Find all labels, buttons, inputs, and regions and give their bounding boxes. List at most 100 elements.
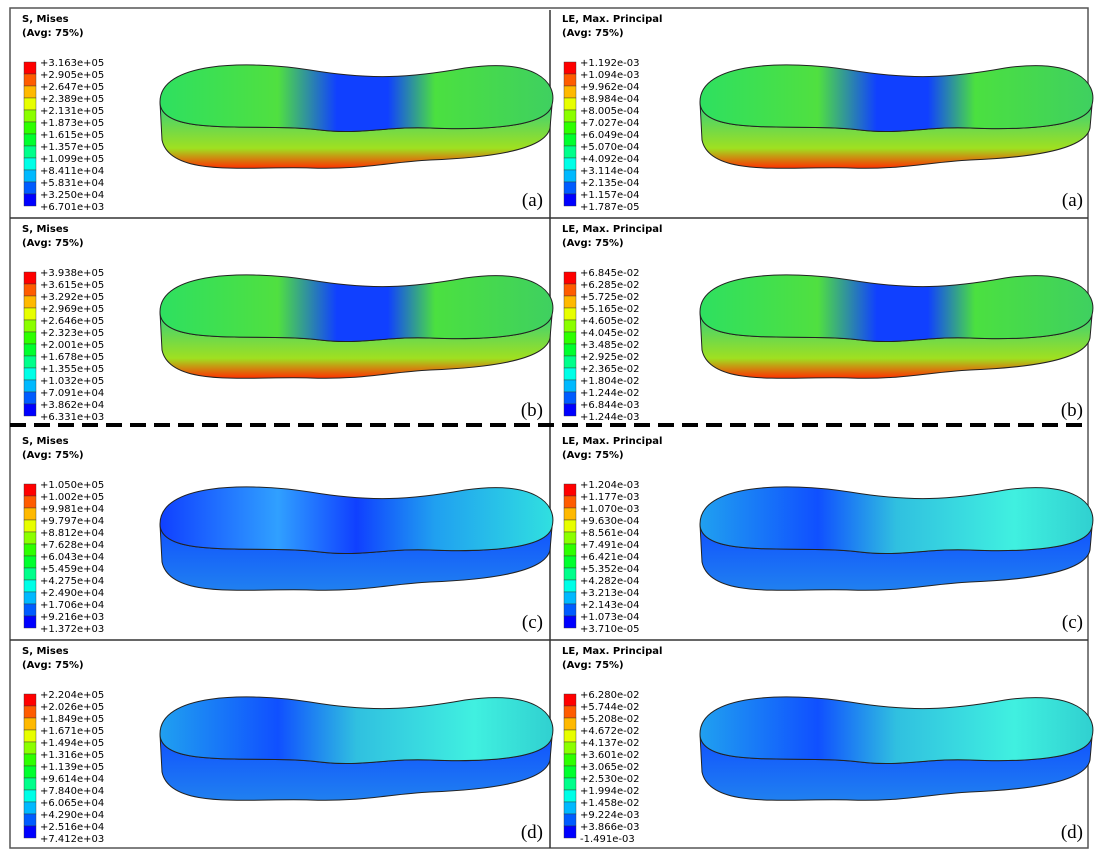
- legend-label: +3.615e+05: [40, 280, 104, 291]
- legend-label: +1.099e+05: [40, 154, 104, 165]
- legend-title: S, Mises: [22, 646, 69, 657]
- legend-label: +6.844e-03: [580, 400, 640, 411]
- color-band: [564, 368, 576, 380]
- legend-label: +1.787e-05: [580, 202, 640, 213]
- legend-label: +5.725e-02: [580, 292, 640, 303]
- legend-label: +1.706e+04: [40, 600, 104, 611]
- color-band: [24, 284, 36, 296]
- color-band: [564, 110, 576, 122]
- panel-tag: (c): [522, 612, 543, 633]
- legend-label: +2.530e-02: [580, 774, 640, 785]
- legend-label: +3.292e+05: [40, 292, 104, 303]
- legend-label: +5.459e+04: [40, 564, 104, 575]
- legend-label: +2.135e-04: [580, 178, 640, 189]
- legend-label: +5.070e-04: [580, 142, 640, 153]
- color-band: [564, 802, 576, 814]
- legend-label: +2.646e+05: [40, 316, 104, 327]
- sole-top: [700, 275, 1093, 342]
- legend-label: +1.316e+05: [40, 750, 104, 761]
- color-band: [24, 694, 36, 706]
- color-band: [564, 580, 576, 592]
- legend-label: +7.412e+03: [40, 834, 104, 845]
- color-band: [564, 484, 576, 496]
- color-band: [564, 790, 576, 802]
- color-band: [564, 170, 576, 182]
- legend-title: S, Mises: [22, 14, 69, 25]
- panel-tag: (a): [1062, 190, 1083, 211]
- legend-label: +1.804e-02: [580, 376, 640, 387]
- legend-label: +9.630e-04: [580, 516, 640, 527]
- legend-label: +1.002e+05: [40, 492, 104, 503]
- color-band: [24, 544, 36, 556]
- legend-label: +1.849e+05: [40, 714, 104, 725]
- legend-label: +6.701e+03: [40, 202, 104, 213]
- color-band: [564, 826, 576, 838]
- color-band: [564, 730, 576, 742]
- color-band: [24, 778, 36, 790]
- color-band: [24, 404, 36, 416]
- legend-label: +1.032e+05: [40, 376, 104, 387]
- legend-label: +5.208e-02: [580, 714, 640, 725]
- legend-label: +1.372e+03: [40, 624, 104, 635]
- color-band: [564, 556, 576, 568]
- legend-label: +9.981e+04: [40, 504, 104, 515]
- color-band: [564, 284, 576, 296]
- legend-label: +6.049e-04: [580, 130, 640, 141]
- color-band: [24, 814, 36, 826]
- legend-label: +4.672e-02: [580, 726, 640, 737]
- color-band: [24, 706, 36, 718]
- legend-label: +1.678e+05: [40, 352, 104, 363]
- legend-label: +3.601e-02: [580, 750, 640, 761]
- panel: S, Mises(Avg: 75%)+2.204e+05+2.026e+05+1…: [22, 646, 553, 845]
- color-band: [24, 158, 36, 170]
- legend-label: +2.389e+05: [40, 94, 104, 105]
- legend-label: +7.027e-04: [580, 118, 640, 129]
- legend-label: +2.516e+04: [40, 822, 104, 833]
- legend-label: +4.092e-04: [580, 154, 640, 165]
- legend-label: +1.494e+05: [40, 738, 104, 749]
- color-band: [24, 826, 36, 838]
- legend-label: +4.290e+04: [40, 810, 104, 821]
- color-band: [24, 532, 36, 544]
- color-band: [24, 592, 36, 604]
- legend-label: +2.905e+05: [40, 70, 104, 81]
- legend-label: +9.797e+04: [40, 516, 104, 527]
- color-band: [564, 392, 576, 404]
- color-band: [24, 568, 36, 580]
- legend-subtitle: (Avg: 75%): [22, 238, 84, 249]
- color-band: [24, 380, 36, 392]
- color-band: [564, 356, 576, 368]
- color-band: [564, 308, 576, 320]
- legend-label: +6.285e-02: [580, 280, 640, 291]
- color-band: [564, 380, 576, 392]
- color-band: [564, 296, 576, 308]
- color-band: [24, 86, 36, 98]
- panel: S, Mises(Avg: 75%)+1.050e+05+1.002e+05+9…: [22, 436, 553, 635]
- legend-label: +1.357e+05: [40, 142, 104, 153]
- sole-top: [700, 697, 1093, 764]
- legend-label: +3.710e-05: [580, 624, 640, 635]
- legend-label: +3.213e-04: [580, 588, 640, 599]
- color-band: [24, 272, 36, 284]
- legend-title: LE, Max. Principal: [562, 436, 662, 447]
- color-band: [24, 332, 36, 344]
- legend-title: LE, Max. Principal: [562, 646, 662, 657]
- panel: S, Mises(Avg: 75%)+3.163e+05+2.905e+05+2…: [22, 14, 553, 213]
- legend-label: +4.275e+04: [40, 576, 104, 587]
- color-band: [24, 344, 36, 356]
- legend-label: +2.490e+04: [40, 588, 104, 599]
- legend-label: +7.628e+04: [40, 540, 104, 551]
- color-band: [24, 496, 36, 508]
- panel-tag: (b): [1061, 400, 1083, 421]
- legend-label: +6.331e+03: [40, 412, 104, 423]
- sole-top: [160, 487, 553, 554]
- color-band: [564, 404, 576, 416]
- sole-top: [160, 275, 553, 342]
- color-band: [564, 742, 576, 754]
- legend-label: +1.244e-03: [580, 412, 640, 423]
- panel: LE, Max. Principal(Avg: 75%)+6.280e-02+5…: [562, 646, 1093, 845]
- legend-label: +3.163e+05: [40, 58, 104, 69]
- legend-label: +5.352e-04: [580, 564, 640, 575]
- color-band: [564, 158, 576, 170]
- color-band: [564, 778, 576, 790]
